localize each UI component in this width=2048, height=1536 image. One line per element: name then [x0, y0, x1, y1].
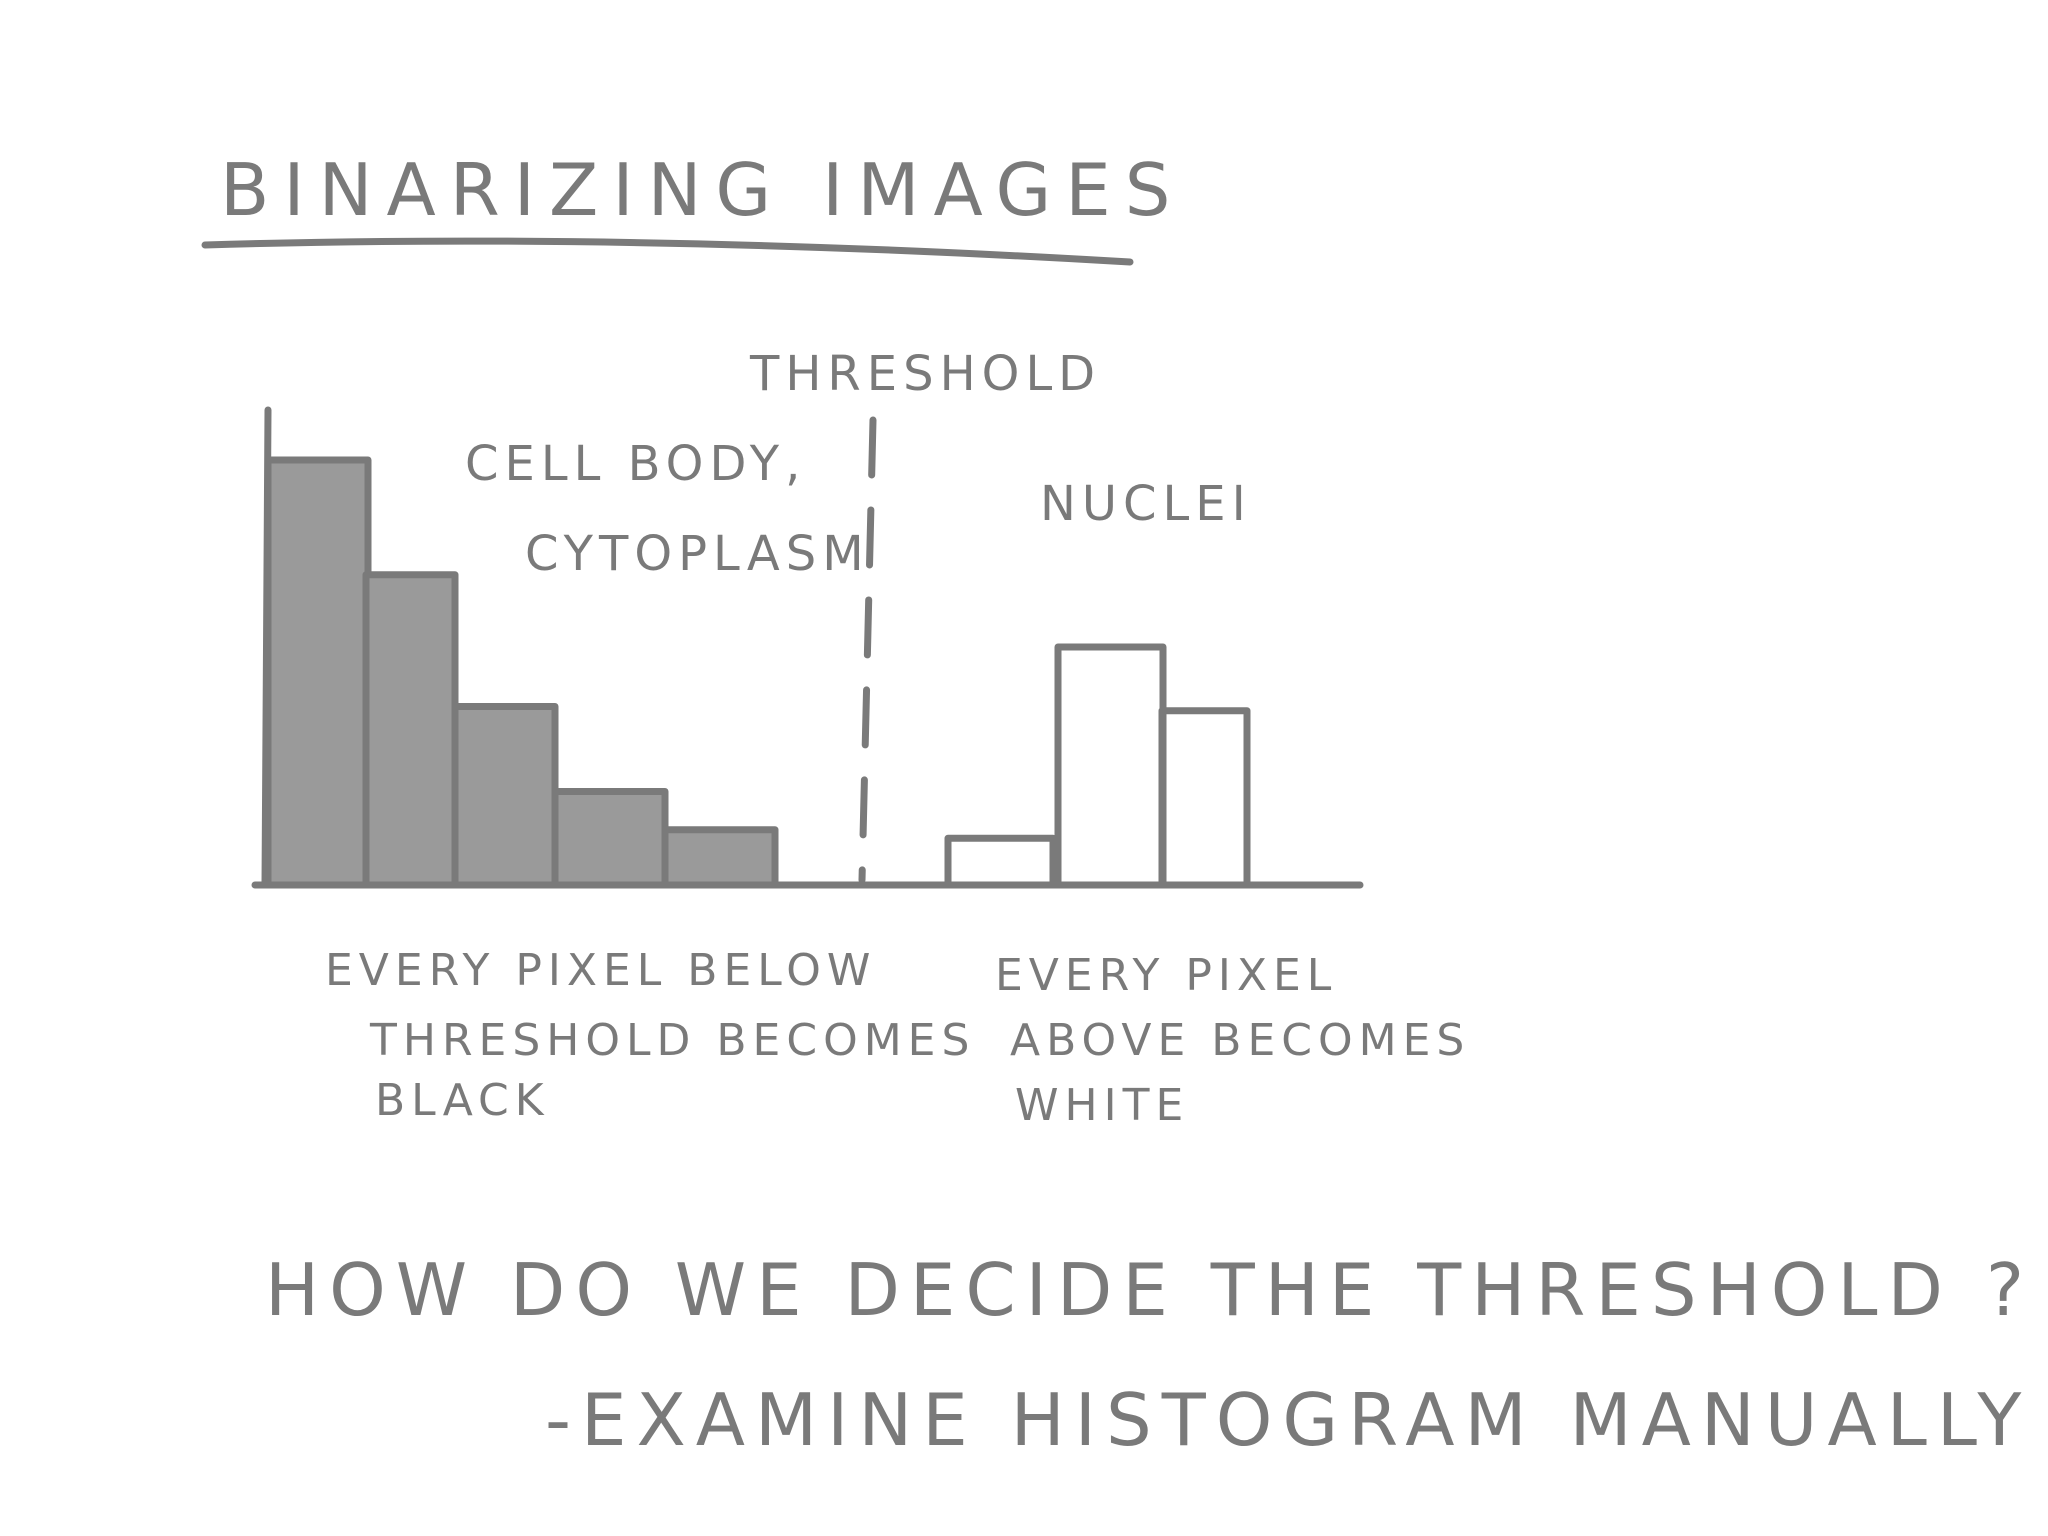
histogram-bar-below-1 — [264, 456, 372, 889]
title-underline — [201, 237, 1134, 266]
answer-text: -EXAMINE HISTOGRAM MANUALLY — [545, 1378, 2031, 1462]
histogram-bar-below-4 — [551, 788, 669, 889]
histogram-bar-above-2 — [1054, 643, 1167, 889]
above-threshold-bars — [944, 643, 1251, 889]
note-above-line-3: WHITE — [1015, 1080, 1189, 1131]
note-below-line-1: EVERY PIXEL BELOW — [325, 945, 876, 996]
histogram-bar-below-5 — [661, 826, 779, 889]
cytoplasm-label: CYTOPLASM — [525, 526, 870, 582]
threshold-label: THRESHOLD — [749, 346, 1101, 402]
histogram-bar-below-3 — [451, 703, 559, 889]
cell-body-label: CELL BODY, — [465, 436, 806, 492]
nuclei-label: NUCLEI — [1040, 476, 1252, 532]
histogram-bar-above-3 — [1158, 707, 1251, 889]
note-above-line-2: ABOVE BECOMES — [1010, 1015, 1470, 1066]
question-text: HOW DO WE DECIDE THE THRESHOLD ? — [265, 1248, 2034, 1332]
note-below-line-3: BLACK — [375, 1075, 550, 1126]
page-title: BINARIZING IMAGES — [220, 148, 1184, 232]
below-threshold-bars — [264, 456, 779, 889]
note-above-line-1: EVERY PIXEL — [995, 950, 1337, 1001]
histogram-bar-below-2 — [362, 571, 459, 889]
note-below-line-2: THRESHOLD BECOMES — [369, 1015, 975, 1066]
histogram-bar-above-1 — [944, 834, 1057, 889]
threshold-line — [858, 416, 877, 884]
